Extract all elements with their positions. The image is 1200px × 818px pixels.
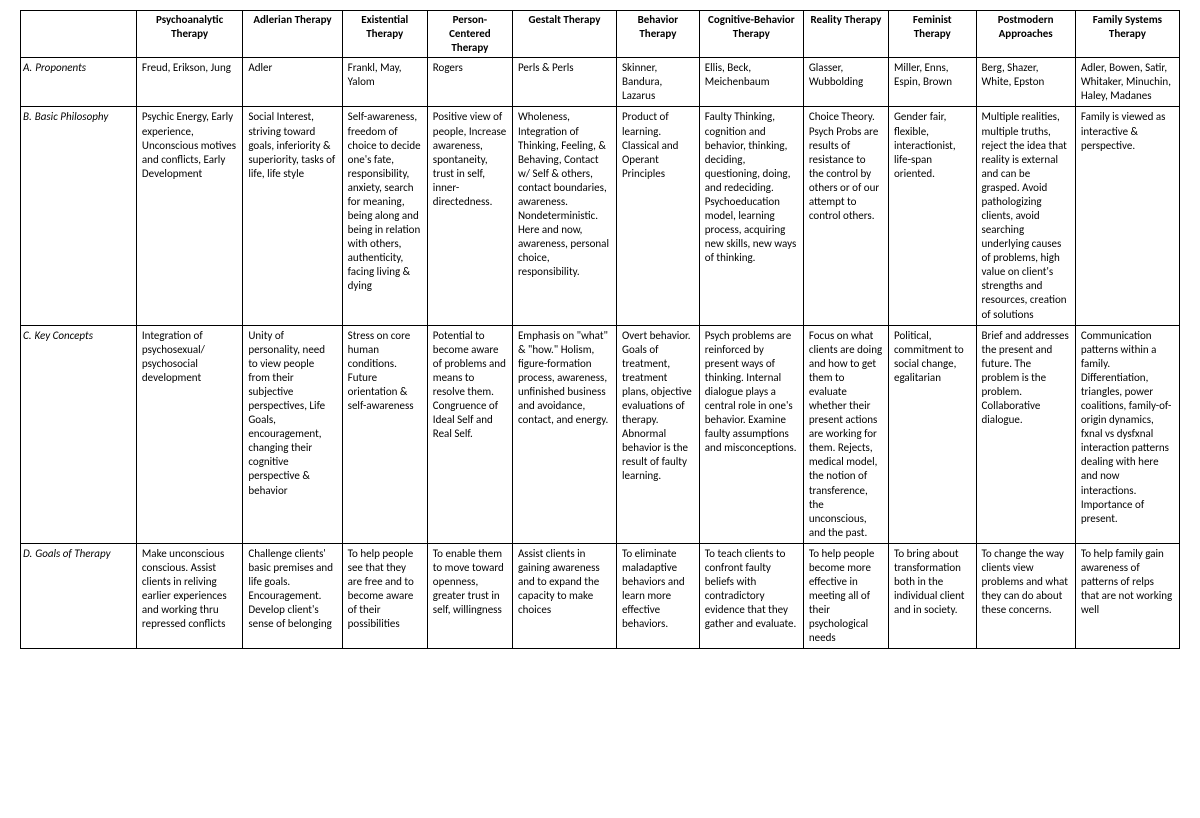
header-col: Existential Therapy xyxy=(342,11,427,58)
row-label: A.Proponents xyxy=(21,58,137,107)
table-cell: Frankl, May, Yalom xyxy=(342,58,427,107)
row-label-text: Goals of Therapy xyxy=(35,547,110,560)
row-prefix: A. xyxy=(23,61,35,74)
table-cell: To enable them to move toward openness, … xyxy=(427,543,512,649)
table-cell: Psych problems are reinforced by present… xyxy=(699,325,803,543)
header-col: Reality Therapy xyxy=(803,11,888,58)
header-col: Person-Centered Therapy xyxy=(427,11,512,58)
row-label-text: Key Concepts xyxy=(35,329,93,342)
table-cell: Multiple realities, multiple truths, rej… xyxy=(976,107,1075,325)
table-cell: Stress on core human conditions. Future … xyxy=(342,325,427,543)
row-label: D.Goals of Therapy xyxy=(21,543,137,649)
table-cell: Wholeness, Integration of Thinking, Feel… xyxy=(512,107,616,325)
table-row: D.Goals of Therapy Make unconscious cons… xyxy=(21,543,1180,649)
table-cell: Choice Theory. Psych Probs are results o… xyxy=(803,107,888,325)
page-container: Psychoanalytic Therapy Adlerian Therapy … xyxy=(0,0,1200,669)
table-cell: Rogers xyxy=(427,58,512,107)
row-prefix: B. xyxy=(23,110,35,123)
table-cell: Unity of personality, need to view peopl… xyxy=(243,325,342,543)
table-cell: Self-awareness, freedom of choice to dec… xyxy=(342,107,427,325)
table-cell: To teach clients to confront faulty beli… xyxy=(699,543,803,649)
header-col: Gestalt Therapy xyxy=(512,11,616,58)
table-body: A.Proponents Freud, Erikson, Jung Adler … xyxy=(21,58,1180,649)
table-cell: Challenge clients' basic premises and li… xyxy=(243,543,342,649)
row-label: B.Basic Philosophy xyxy=(21,107,137,325)
table-cell: Psychic Energy, Early experience, Uncons… xyxy=(136,107,242,325)
row-label: C.Key Concepts xyxy=(21,325,137,543)
table-cell: To help family gain awareness of pattern… xyxy=(1075,543,1179,649)
table-cell: Emphasis on "what" & "how." Holism, figu… xyxy=(512,325,616,543)
table-cell: Positive view of people, Increase awaren… xyxy=(427,107,512,325)
table-cell: Potential to become aware of problems an… xyxy=(427,325,512,543)
table-row: C.Key Concepts Integration of psychosexu… xyxy=(21,325,1180,543)
header-col: Psychoanalytic Therapy xyxy=(136,11,242,58)
table-cell: Assist clients in gaining awareness and … xyxy=(512,543,616,649)
table-cell: Faulty Thinking, cognition and behavior,… xyxy=(699,107,803,325)
row-label-text: Basic Philosophy xyxy=(35,110,109,123)
table-cell: Ellis, Beck, Meichenbaum xyxy=(699,58,803,107)
table-cell: Adler xyxy=(243,58,342,107)
table-cell: Glasser, Wubbolding xyxy=(803,58,888,107)
header-col: Behavior Therapy xyxy=(617,11,700,58)
table-cell: Gender fair, flexible, interactionist, l… xyxy=(888,107,976,325)
table-cell: Family is viewed as interactive & perspe… xyxy=(1075,107,1179,325)
row-prefix: C. xyxy=(23,329,35,342)
table-row: B.Basic Philosophy Psychic Energy, Early… xyxy=(21,107,1180,325)
table-cell: Communication patterns within a family. … xyxy=(1075,325,1179,543)
table-cell: To bring about transformation both in th… xyxy=(888,543,976,649)
therapy-comparison-table: Psychoanalytic Therapy Adlerian Therapy … xyxy=(20,10,1180,649)
header-col: Cognitive-Behavior Therapy xyxy=(699,11,803,58)
table-cell: To help people become more effective in … xyxy=(803,543,888,649)
row-prefix: D. xyxy=(23,547,35,560)
table-header: Psychoanalytic Therapy Adlerian Therapy … xyxy=(21,11,1180,58)
table-cell: Focus on what clients are doing and how … xyxy=(803,325,888,543)
table-cell: Freud, Erikson, Jung xyxy=(136,58,242,107)
table-cell: Brief and addresses the present and futu… xyxy=(976,325,1075,543)
header-col: Family Systems Therapy xyxy=(1075,11,1179,58)
table-cell: To help people see that they are free an… xyxy=(342,543,427,649)
table-cell: To change the way clients view problems … xyxy=(976,543,1075,649)
row-label-text: Proponents xyxy=(35,61,86,74)
table-cell: Product of learning. Classical and Opera… xyxy=(617,107,700,325)
table-cell: Miller, Enns, Espin, Brown xyxy=(888,58,976,107)
table-cell: Overt behavior. Goals of treatment, trea… xyxy=(617,325,700,543)
table-cell: Social Interest, striving toward goals, … xyxy=(243,107,342,325)
table-cell: Perls & Perls xyxy=(512,58,616,107)
table-cell: Berg, Shazer, White, Epston xyxy=(976,58,1075,107)
table-cell: Adler, Bowen, Satir, Whitaker, Minuchin,… xyxy=(1075,58,1179,107)
table-cell: To eliminate maladaptive behaviors and l… xyxy=(617,543,700,649)
table-cell: Make unconscious conscious. Assist clien… xyxy=(136,543,242,649)
header-blank xyxy=(21,11,137,58)
table-cell: Political, commitment to social change, … xyxy=(888,325,976,543)
table-row: A.Proponents Freud, Erikson, Jung Adler … xyxy=(21,58,1180,107)
header-col: Postmodern Approaches xyxy=(976,11,1075,58)
header-col: Feminist Therapy xyxy=(888,11,976,58)
table-cell: Integration of psychosexual/ psychosocia… xyxy=(136,325,242,543)
table-cell: Skinner, Bandura, Lazarus xyxy=(617,58,700,107)
header-col: Adlerian Therapy xyxy=(243,11,342,58)
